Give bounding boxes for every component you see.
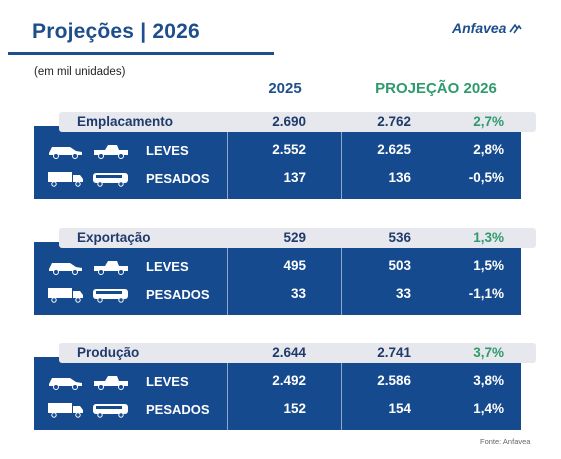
value-2026: 154 [388,401,411,416]
car-and-pickup-icon [46,257,131,275]
value-pct: -0,5% [468,170,504,185]
divider [227,357,228,430]
total-2025: 529 [283,230,306,245]
divider [227,242,228,315]
value-pct: 1,4% [473,401,504,416]
table-row: LEVES 2.492 2.586 3,8% [34,369,521,395]
total-2026: 536 [388,230,411,245]
section-body: LEVES 495 503 1,5% PESADOS 33 33 -1,1% [34,242,521,315]
table-row: LEVES 2.552 2.625 2,8% [34,138,521,164]
truck-and-bus-icon [46,400,131,418]
logo-mark-icon [509,23,523,33]
row-label: PESADOS [146,171,210,186]
row-label: LEVES [146,259,189,274]
value-2026: 33 [395,286,411,301]
section-title: Produção [77,345,140,360]
value-2025: 137 [283,170,306,185]
row-label: LEVES [146,374,189,389]
bus-icon [93,173,128,187]
divider [341,126,342,199]
summary-row: Emplacamento 2.690 2.762 2,7% [59,112,536,132]
value-2026: 2.586 [377,373,411,388]
title-underline [8,52,274,55]
divider [227,126,228,199]
total-pct: 3,7% [473,345,504,360]
bus-icon [93,404,128,418]
value-pct: 1,5% [473,258,504,273]
value-2026: 503 [388,258,411,273]
car-and-pickup-icon [46,141,131,159]
table-row: PESADOS 137 136 -0,5% [34,166,521,192]
total-2026: 2.762 [377,114,411,129]
value-2026: 136 [388,170,411,185]
total-2025: 2.690 [272,114,306,129]
truck-icon [48,288,83,303]
table-row: PESADOS 152 154 1,4% [34,397,521,423]
value-pct: 3,8% [473,373,504,388]
section-title: Exportação [77,230,151,245]
logo-text: Anfavea [452,20,507,36]
section-body: LEVES 2.492 2.586 3,8% PESADOS 152 154 1… [34,357,521,430]
bus-icon [93,289,128,303]
total-2025: 2.644 [272,345,306,360]
pickup-icon [94,376,128,390]
row-label: LEVES [146,143,189,158]
value-2025: 152 [283,401,306,416]
value-2025: 2.492 [272,373,306,388]
section-title: Emplacamento [77,114,174,129]
page-title: Projeções | 2026 [32,20,200,43]
pickup-icon [94,261,128,275]
car-and-pickup-icon [46,372,131,390]
car-icon [49,378,82,390]
total-pct: 1,3% [473,230,504,245]
divider [341,242,342,315]
value-2025: 2.552 [272,142,306,157]
car-icon [49,263,82,275]
truck-icon [48,403,83,418]
section-body: LEVES 2.552 2.625 2,8% PESADOS 137 136 -… [34,126,521,199]
anfavea-logo: Anfavea [452,20,523,36]
value-pct: 2,8% [473,142,504,157]
summary-row: Exportação 529 536 1,3% [59,228,536,248]
column-header-projection-2026: PROJEÇÃO 2026 [375,80,497,97]
table-row: LEVES 495 503 1,5% [34,254,521,280]
unit-note: (em mil unidades) [34,66,126,78]
total-pct: 2,7% [473,114,504,129]
pickup-icon [94,145,128,159]
value-2025: 33 [290,286,306,301]
truck-and-bus-icon [46,169,131,187]
car-icon [49,147,82,159]
value-pct: -1,1% [468,286,504,301]
value-2025: 495 [283,258,306,273]
total-2026: 2.741 [377,345,411,360]
source-note: Fonte: Anfavea [480,437,531,446]
row-label: PESADOS [146,287,210,302]
table-row: PESADOS 33 33 -1,1% [34,282,521,308]
summary-row: Produção 2.644 2.741 3,7% [59,343,536,363]
truck-icon [48,172,83,187]
truck-and-bus-icon [46,285,131,303]
value-2026: 2.625 [377,142,411,157]
divider [341,357,342,430]
row-label: PESADOS [146,402,210,417]
column-header-2025: 2025 [268,80,302,97]
